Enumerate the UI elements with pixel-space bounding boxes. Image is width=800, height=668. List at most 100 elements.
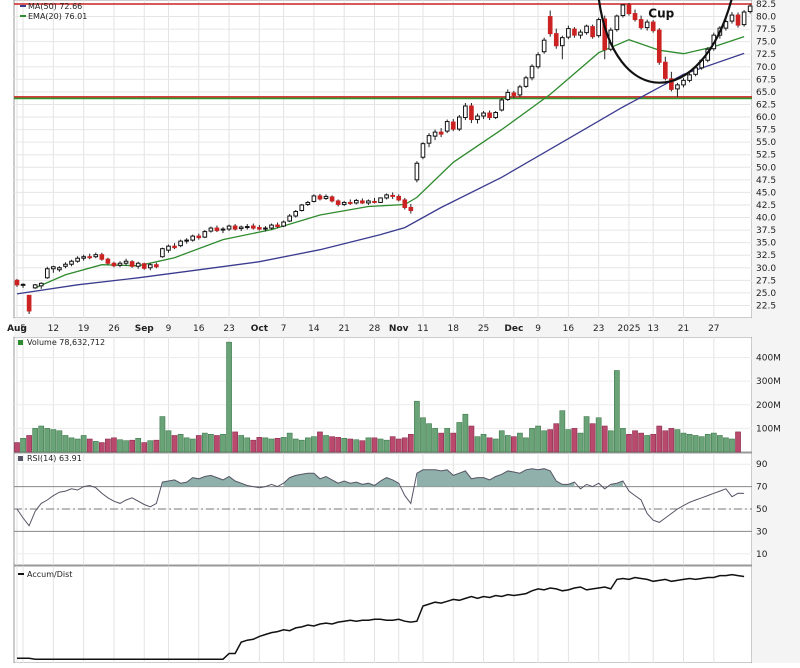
y-tick-label: 62.5 — [756, 100, 776, 110]
candle-body — [311, 195, 317, 202]
x-tick-label: 14 — [308, 324, 320, 334]
candle-body — [166, 245, 171, 251]
volume-bar — [601, 425, 608, 453]
candle-body — [572, 28, 577, 36]
volume-bar — [129, 439, 135, 453]
x-tick-label: Sep — [135, 324, 155, 334]
volume-bar — [414, 400, 420, 453]
volume-bar — [123, 440, 129, 453]
volume-bar — [735, 431, 741, 453]
candle-body — [372, 200, 377, 203]
volume-bar — [74, 438, 81, 453]
y-tick-label: 35.0 — [756, 239, 776, 249]
candle-body — [244, 226, 250, 229]
x-tick-label: Dec — [504, 324, 523, 334]
volume-bar — [329, 436, 335, 453]
x-tick-label: 23 — [593, 324, 604, 334]
volume-bar — [535, 425, 541, 453]
candle-body — [438, 131, 444, 135]
x-tick-label: 18 — [448, 324, 460, 334]
volume-bar — [62, 435, 69, 453]
volume-bar — [401, 437, 408, 453]
candle-body — [44, 268, 50, 279]
volume-y-tick-label: 400M — [756, 354, 781, 364]
y-tick-label: 60.0 — [756, 113, 776, 123]
volume-bar — [632, 430, 638, 453]
volume-bar — [644, 435, 650, 453]
rsi-line — [16, 468, 745, 527]
y-tick-label: 57.5 — [756, 126, 776, 136]
volume-bar — [565, 429, 572, 453]
volume-bar — [135, 438, 142, 453]
candle-body — [566, 28, 571, 38]
candle-body — [275, 224, 280, 228]
accum-dist-line — [17, 573, 745, 660]
volume-bar — [389, 436, 396, 453]
x-tick-label: Nov — [389, 324, 409, 334]
candle-body — [269, 224, 274, 229]
candle-body — [14, 279, 20, 286]
volume-bar — [504, 435, 511, 453]
candle-body — [57, 267, 62, 271]
volume-bar — [662, 430, 669, 453]
cup-annotation-label: Cup — [648, 7, 674, 21]
volume-bar — [717, 435, 723, 453]
volume-bar — [547, 429, 554, 453]
candle-body — [729, 14, 735, 22]
volume-bar — [723, 437, 729, 453]
candle-body — [444, 121, 450, 132]
y-tick-label: 52.5 — [756, 151, 776, 161]
volume-bar — [220, 433, 226, 453]
volume-bar — [426, 423, 432, 453]
volume-bar — [638, 432, 644, 453]
volume-bar — [341, 438, 348, 453]
volume-bar — [117, 439, 123, 453]
volume-bar — [656, 425, 663, 453]
volume-bar — [280, 437, 287, 453]
volume-bar — [517, 432, 523, 453]
volume-bar — [511, 436, 517, 453]
candle-body — [250, 225, 256, 229]
volume-bar — [50, 429, 57, 453]
candle-body — [596, 19, 601, 37]
candle-body — [469, 105, 474, 121]
candle-body — [626, 4, 632, 15]
volume-bar — [347, 438, 354, 453]
volume-bar — [304, 437, 311, 453]
x-tick-label: 9 — [535, 324, 541, 334]
candle-body — [687, 74, 692, 81]
accum-dist-legend-label: Accum/Dist — [27, 570, 72, 579]
volume-bar — [171, 435, 178, 453]
candle-body — [390, 194, 395, 197]
candle-body — [366, 200, 371, 204]
volume-legend-label: Volume 78,632,712 — [27, 338, 105, 347]
volume-bar — [692, 435, 699, 453]
rsi-y-tick-label: 70 — [756, 483, 768, 493]
candle-body — [99, 254, 105, 260]
volume-bar — [553, 423, 560, 453]
y-tick-label: 25.0 — [756, 289, 776, 299]
y-tick-label: 72.5 — [756, 50, 776, 60]
volume-bar — [704, 433, 711, 453]
candle-body — [75, 257, 80, 262]
y-tick-label: 22.5 — [756, 301, 776, 311]
candle-body — [87, 256, 93, 259]
candle-body — [26, 294, 32, 312]
volume-y-tick-label: 100M — [756, 424, 781, 434]
panel-frame-3 — [13, 565, 753, 664]
volume-bar — [274, 438, 281, 453]
candle-body — [263, 227, 268, 230]
volume-bar — [444, 428, 451, 453]
y-tick-label: 30.0 — [756, 264, 776, 274]
candle-body — [232, 225, 238, 230]
rsi-legend-swatch — [18, 456, 23, 461]
ma50-line — [16, 52, 745, 295]
candle-body — [463, 105, 468, 119]
candle-body — [529, 65, 535, 79]
candle-body — [511, 92, 517, 96]
volume-bar — [614, 370, 620, 453]
candle-body — [238, 226, 244, 230]
volume-legend-swatch — [18, 340, 23, 345]
volume-bar — [456, 422, 463, 453]
